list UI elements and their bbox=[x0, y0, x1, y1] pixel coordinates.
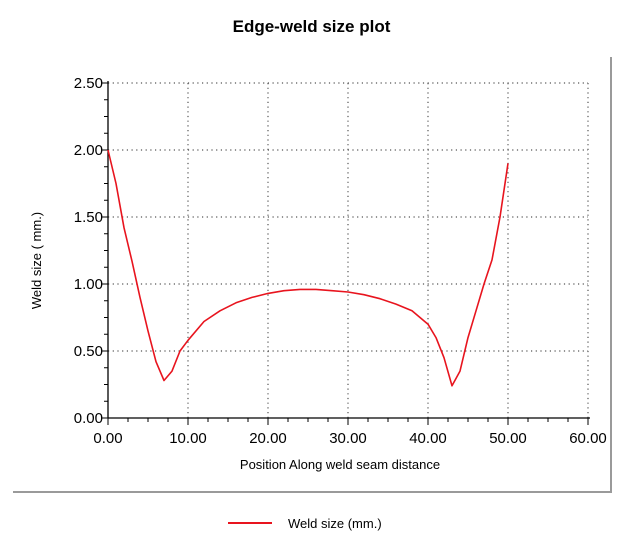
legend-label: Weld size (mm.) bbox=[288, 515, 382, 531]
x-tick-label: 60.00 bbox=[569, 430, 607, 447]
legend-swatch bbox=[228, 522, 272, 524]
y-tick-label: 1.50 bbox=[74, 209, 103, 226]
x-tick-label: 0.00 bbox=[93, 430, 122, 447]
x-tick-label: 50.00 bbox=[489, 430, 527, 447]
y-tick-label: 2.50 bbox=[74, 75, 103, 92]
y-axis-label: Weld size ( mm.) bbox=[29, 212, 44, 309]
y-tick-label: 1.00 bbox=[74, 276, 103, 293]
chart-title: Edge-weld size plot bbox=[232, 17, 391, 36]
x-tick-label: 40.00 bbox=[409, 430, 447, 447]
x-tick-label: 10.00 bbox=[169, 430, 207, 447]
x-tick-label: 20.00 bbox=[249, 430, 287, 447]
x-tick-label: 30.00 bbox=[329, 430, 367, 447]
x-axis-label: Position Along weld seam distance bbox=[240, 457, 440, 472]
series-line bbox=[107, 149, 509, 387]
chart-panel bbox=[13, 57, 612, 493]
legend: Weld size (mm.) bbox=[228, 514, 382, 532]
y-tick-label: 0.50 bbox=[74, 343, 103, 360]
y-tick-label: 0.00 bbox=[74, 410, 103, 427]
y-tick-label: 2.00 bbox=[74, 142, 103, 159]
